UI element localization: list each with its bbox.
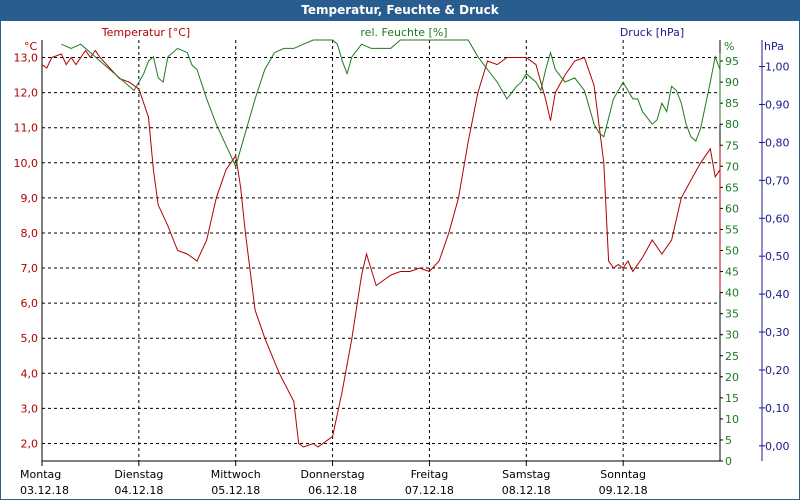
temperature-ticks: 2,0 3,0 4,0 5,0 6,0 7,0 8,0 9,0 10,0 11,0 12,0 13,0	[14, 52, 39, 451]
humidity-tick-label: 60	[725, 202, 739, 215]
pressure-tick-label: 0,80	[765, 136, 790, 149]
day-date-label: 06.12.18	[308, 484, 357, 497]
humidity-tick-label: 35	[725, 308, 739, 321]
day-date-label: 07.12.18	[405, 484, 454, 497]
day-name-label: Mittwoch	[211, 468, 261, 481]
humidity-tick-label: 50	[725, 245, 739, 258]
day-date-label: 03.12.18	[20, 484, 69, 497]
pressure-tick-label: 0,30	[765, 326, 790, 339]
humidity-tick-label: 70	[725, 160, 739, 173]
humidity-tick-label: 65	[725, 181, 739, 194]
humidity-tick-label: 80	[725, 118, 739, 131]
temperature-unit: °C	[24, 40, 38, 53]
temperature-tick-label: 9,0	[21, 192, 39, 205]
humidity-tick-label: 55	[725, 223, 739, 236]
pressure-tick-label: 0,40	[765, 288, 790, 301]
humidity-tick-label: 40	[725, 287, 739, 300]
humidity-tick-label: 15	[725, 392, 739, 405]
humidity-ticks: 0 5 10 15 20 25 30 35 40 45 50 55 60 65 70 75 80 85 90 95	[720, 55, 739, 468]
humidity-tick-label: 45	[725, 266, 739, 279]
humidity-tick-label: 30	[725, 329, 739, 342]
pressure-tick-label: 0,50	[765, 250, 790, 263]
temperature-tick-label: 7,0	[21, 262, 39, 275]
temperature-tick-label: 3,0	[21, 402, 39, 415]
day-name-label: Dienstag	[114, 468, 163, 481]
temperature-tick-label: 5,0	[21, 332, 39, 345]
humidity-tick-label: 95	[725, 55, 739, 68]
day-name-label: Montag	[20, 468, 61, 481]
pressure-tick-label: 0,70	[765, 174, 790, 187]
temperature-tick-label: 8,0	[21, 227, 39, 240]
day-date-label: 08.12.18	[502, 484, 551, 497]
chart-title: Temperatur, Feuchte & Druck	[0, 0, 800, 21]
humidity-tick-label: 10	[725, 413, 739, 426]
day-date-label: 05.12.18	[211, 484, 260, 497]
temperature-series-line	[41, 49, 721, 448]
temperature-tick-label: 10,0	[14, 157, 39, 170]
temperature-tick-label: 2,0	[21, 437, 39, 450]
humidity-tick-label: 5	[725, 434, 732, 447]
day-date-label: 09.12.18	[599, 484, 648, 497]
temperature-tick-label: 11,0	[14, 122, 39, 135]
day-ticks: Montag 03.12.18 Dienstag 04.12.18 Mittwoch 05…	[20, 461, 648, 497]
humidity-tick-label: 75	[725, 139, 739, 152]
pressure-tick-label: 1,00	[765, 61, 790, 74]
pressure-tick-label: 0,00	[765, 440, 790, 453]
pressure-tick-label: 0,10	[765, 402, 790, 415]
day-date-label: 04.12.18	[114, 484, 163, 497]
humidity-axis-label: rel. Feuchte [%]	[360, 26, 447, 39]
temperature-tick-label: 4,0	[21, 367, 39, 380]
pressure-axis-label: Druck [hPa]	[620, 26, 684, 39]
humidity-tick-label: 90	[725, 76, 739, 89]
pressure-tick-label: 0,60	[765, 212, 790, 225]
temperature-tick-label: 6,0	[21, 297, 39, 310]
day-name-label: Samstag	[502, 468, 550, 481]
humidity-tick-label: 25	[725, 350, 739, 363]
series-lines	[41, 39, 721, 448]
pressure-ticks: 0,00 0,10 0,20 0,30 0,40 0,50 0,60 0,70 0,80 0,90…	[759, 61, 790, 453]
temperature-axis-label: Temperatur [°C]	[101, 26, 190, 39]
day-name-label: Freitag	[411, 468, 449, 481]
humidity-series-line	[61, 39, 721, 168]
pressure-tick-label: 0,20	[765, 364, 790, 377]
humidity-tick-label: 85	[725, 97, 739, 110]
axes	[41, 40, 763, 462]
day-name-label: Donnerstag	[300, 468, 364, 481]
day-name-label: Sonntag	[600, 468, 646, 481]
humidity-tick-label: 20	[725, 371, 739, 384]
temperature-tick-label: 13,0	[14, 52, 39, 65]
humidity-unit: %	[724, 40, 734, 53]
pressure-unit: hPa	[764, 40, 784, 53]
humidity-tick-label: 0	[725, 455, 732, 468]
pressure-tick-label: 0,90	[765, 98, 790, 111]
temperature-tick-label: 12,0	[14, 87, 39, 100]
grid-lines	[42, 40, 720, 461]
